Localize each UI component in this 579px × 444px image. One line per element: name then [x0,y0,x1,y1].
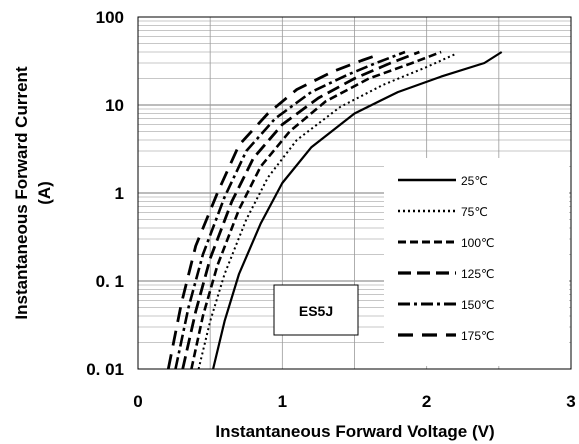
y-axis-title-line2: (A) [35,181,54,205]
plot-frame [137,16,572,370]
legend-label: 125℃ [461,267,495,281]
device-label: ES5J [299,303,333,319]
series-line [190,50,442,370]
x-tick-label: 2 [422,392,431,411]
x-tick-label: 3 [566,392,575,411]
legend-label: 25℃ [461,174,488,188]
series-line [212,51,503,370]
x-tick-label: 1 [278,392,287,411]
series-lines [166,50,503,370]
legend: 25℃ 75℃ 100℃ 125℃ 150℃ 175℃ [398,174,495,343]
legend-label: 150℃ [461,298,495,312]
x-tick-label: 0 [133,392,142,411]
y-tick-label: 0. 01 [86,360,124,379]
y-tick-label: 1 [115,184,124,203]
legend-box [384,158,569,366]
y-tick-label: 100 [96,8,124,27]
series-line [166,52,381,370]
legend-label: 100℃ [461,236,495,250]
y-tick-label: 10 [105,96,124,115]
y-axis-title-line1: Instantaneous Forward Current [12,66,31,319]
series-line [181,50,420,370]
device-label-box [273,284,359,336]
series-line [174,50,406,370]
tick-labels: 0 1 2 3 0. 01 0. 1 1 10 100 [86,8,576,411]
legend-label: 175℃ [461,329,495,343]
y-tick-label: 0. 1 [96,272,124,291]
legend-label: 75℃ [461,205,488,219]
x-axis-title: Instantaneous Forward Voltage (V) [215,422,494,441]
